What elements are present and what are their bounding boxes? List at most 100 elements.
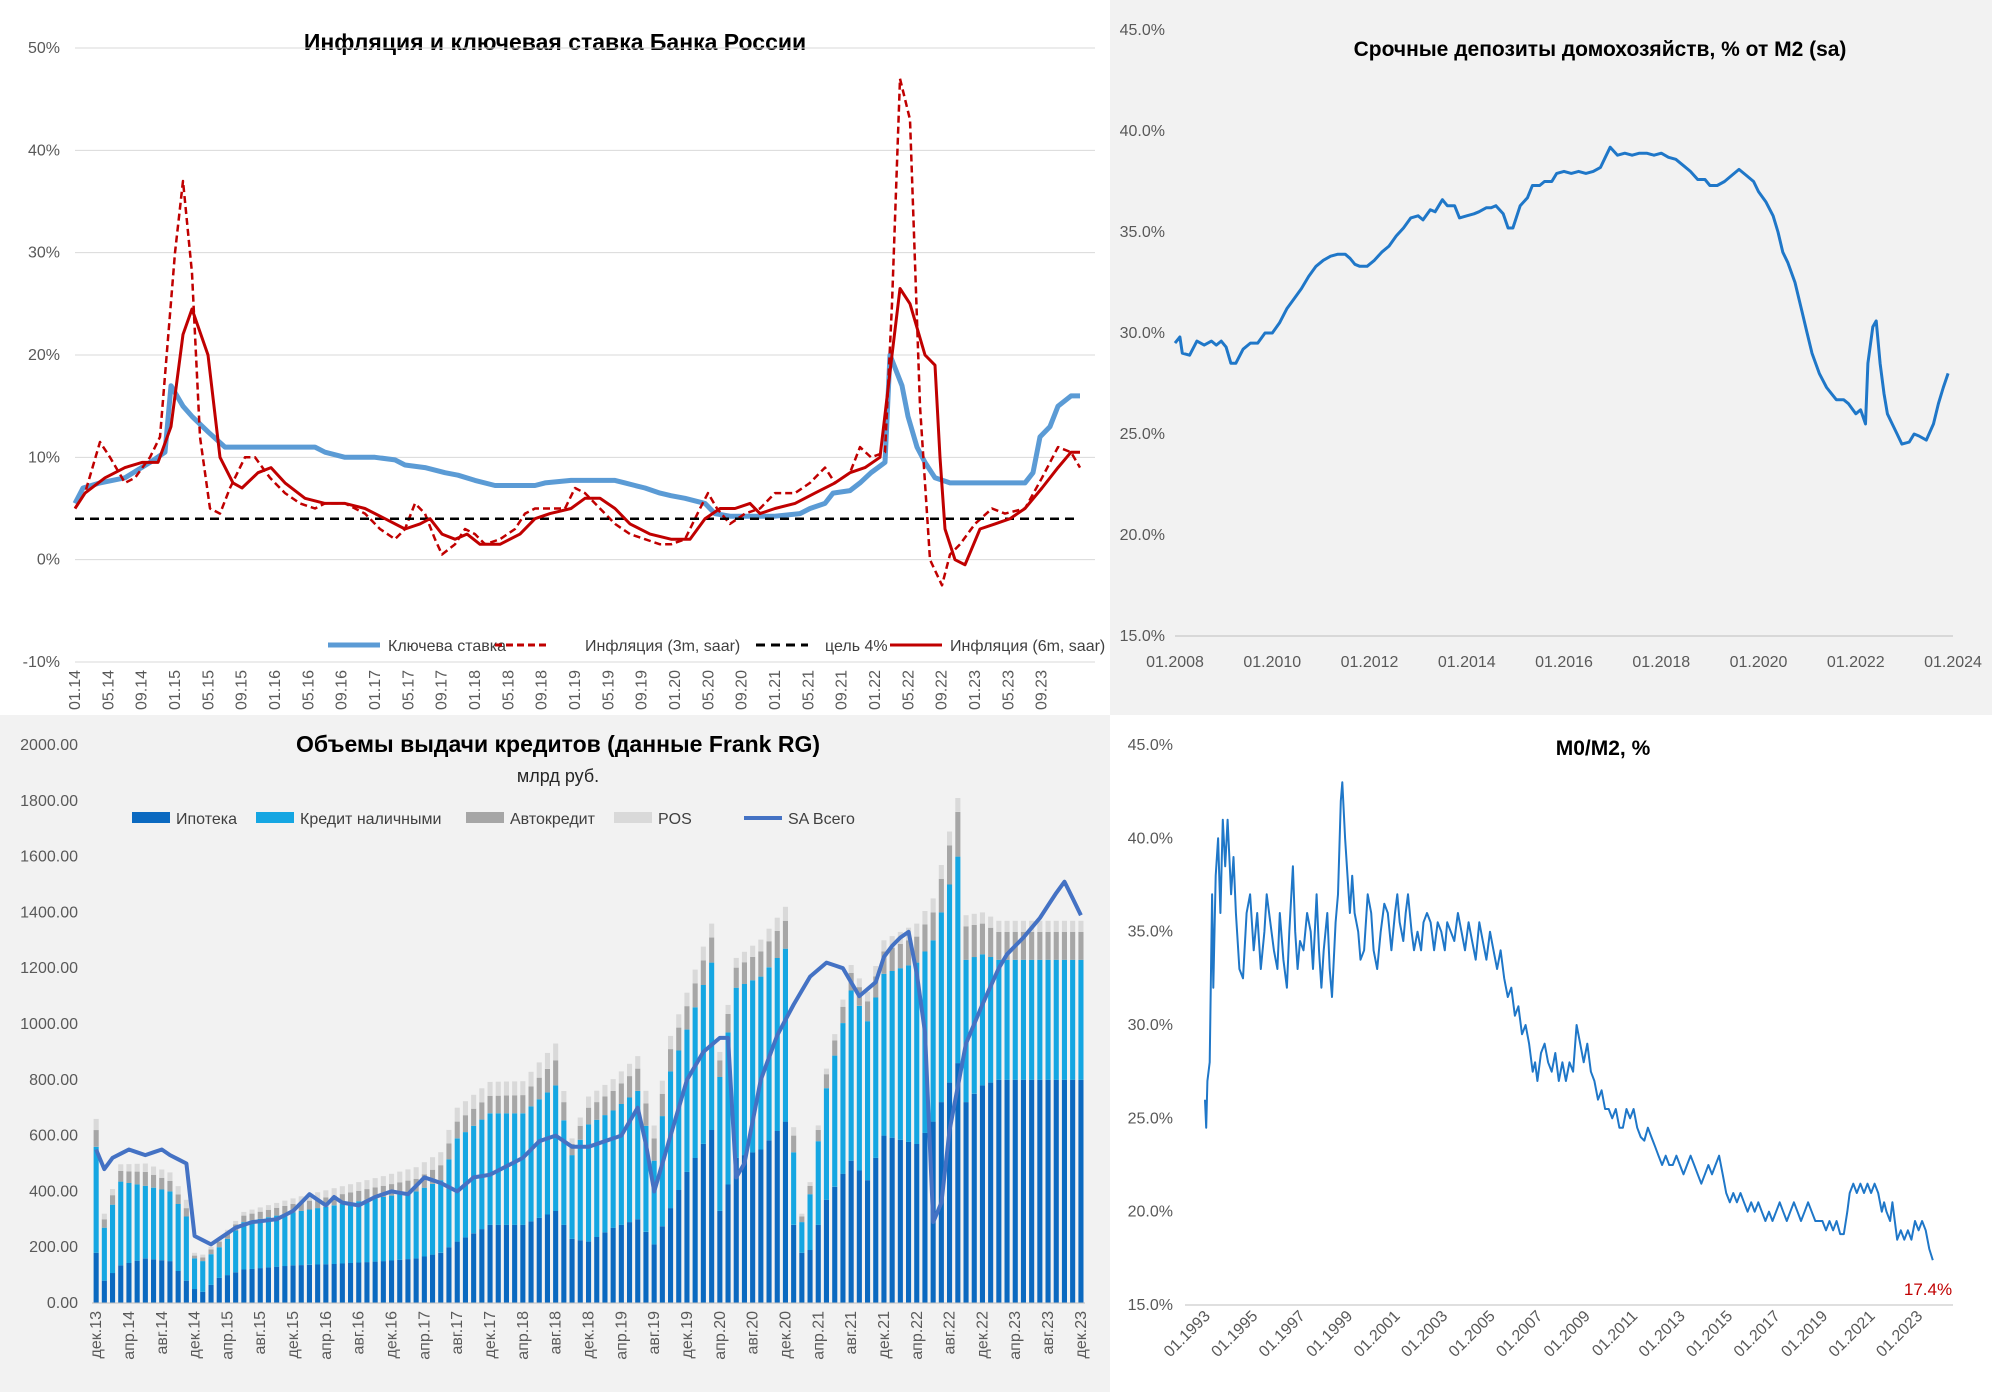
- mortgage-bar: [1045, 1079, 1051, 1303]
- x-tick-label: авг.21: [843, 1311, 860, 1355]
- legend-label: Кредит наличными: [300, 811, 441, 828]
- mortgage-bar: [495, 1224, 501, 1303]
- auto-loan-bar: [282, 1205, 288, 1214]
- cash-loan-bar: [906, 965, 912, 1142]
- mortgage-bar: [922, 1132, 928, 1303]
- y-tick-label: 800.00: [29, 1072, 78, 1089]
- mortgage-bar: [93, 1252, 99, 1303]
- pos-loan-bar: [791, 1127, 797, 1136]
- cash-loan-bar: [536, 1099, 542, 1218]
- cash-loan-bar: [750, 980, 756, 1153]
- auto-loan-bar: [241, 1215, 247, 1223]
- cash-loan-bar: [151, 1187, 157, 1260]
- pos-loan-bar: [1012, 920, 1018, 932]
- mortgage-bar: [996, 1079, 1002, 1303]
- y-tick-label: 15.0%: [1128, 1297, 1173, 1314]
- x-tick-label: 01.2018: [1632, 654, 1690, 671]
- cash-loan-bar: [224, 1238, 230, 1276]
- pos-loan-bar: [323, 1190, 329, 1198]
- pos-loan-bar: [996, 920, 1002, 932]
- cash-loan-bar: [315, 1208, 321, 1265]
- pos-loan-bar: [963, 915, 969, 927]
- pos-loan-bar: [700, 946, 706, 961]
- auto-loan-bar: [536, 1077, 542, 1100]
- pos-loan-bar: [454, 1107, 460, 1122]
- cash-loan-bar: [873, 997, 879, 1158]
- x-tick-label: 05.14: [100, 670, 117, 710]
- pos-loan-bar: [684, 992, 690, 1007]
- chart-title: Срочные депозиты домохозяйств, % от М2 (…: [1354, 38, 1847, 61]
- pos-loan-bar: [922, 911, 928, 925]
- auto-loan-bar: [192, 1255, 198, 1259]
- pos-loan-bar: [544, 1052, 550, 1069]
- pos-loan-bar: [676, 1014, 682, 1028]
- legend-label: Автокредит: [510, 811, 596, 828]
- x-tick-label: 05.18: [500, 670, 517, 710]
- cash-loan-bar: [1045, 959, 1051, 1080]
- mortgage-bar: [914, 1144, 920, 1303]
- pos-loan-bar: [101, 1213, 107, 1220]
- pos-loan-bar: [988, 916, 994, 928]
- pos-loan-bar: [282, 1200, 288, 1206]
- pos-loan-bar: [274, 1202, 280, 1208]
- auto-loan-bar: [298, 1202, 304, 1211]
- auto-loan-bar: [979, 923, 985, 955]
- mortgage-bar: [446, 1247, 452, 1303]
- pos-loan-bar: [955, 798, 961, 812]
- cash-loan-bar: [840, 1023, 846, 1174]
- cash-loan-bar: [216, 1247, 222, 1278]
- cash-loan-bar: [848, 990, 854, 1161]
- cash-loan-bar: [503, 1113, 509, 1225]
- x-tick-label: авг.20: [745, 1311, 762, 1355]
- auto-loan-bar: [955, 812, 961, 857]
- cash-loan-bar: [618, 1104, 624, 1225]
- auto-loan-bar: [1029, 931, 1035, 960]
- cash-loan-bar: [610, 1110, 616, 1228]
- pos-loan-bar: [495, 1081, 501, 1096]
- cash-loan-bar: [274, 1215, 280, 1267]
- mortgage-bar: [659, 1226, 665, 1303]
- mortgage-bar: [413, 1258, 419, 1303]
- mortgage-bar: [265, 1267, 271, 1303]
- mortgage-bar: [856, 1170, 862, 1303]
- auto-loan-bar: [265, 1209, 271, 1218]
- auto-loan-bar: [725, 1014, 731, 1033]
- x-tick-label: 01.21: [767, 670, 784, 710]
- mortgage-bar: [774, 1131, 780, 1303]
- mortgage-bar: [1070, 1079, 1076, 1303]
- mortgage-bar: [643, 1231, 649, 1303]
- pos-loan-bar: [848, 965, 854, 973]
- x-tick-label: апр.18: [515, 1311, 532, 1360]
- x-tick-label: 09.18: [534, 670, 551, 710]
- y-tick-label: 20.0%: [1120, 527, 1165, 544]
- cash-loan-bar: [1012, 959, 1018, 1080]
- auto-loan-bar: [479, 1102, 485, 1120]
- legend-swatch: [256, 812, 294, 823]
- series-line: [72, 352, 1080, 519]
- mortgage-bar: [479, 1229, 485, 1303]
- auto-loan-bar: [462, 1115, 468, 1133]
- cash-loan-bar: [520, 1113, 526, 1225]
- cash-loan-bar: [569, 1155, 575, 1239]
- mortgage-bar: [405, 1259, 411, 1303]
- mortgage-bar: [101, 1280, 107, 1303]
- x-tick-label: 09.17: [434, 670, 451, 710]
- y-tick-label: 10%: [28, 449, 60, 466]
- cash-loan-bar: [487, 1113, 493, 1225]
- pos-loan-bar: [668, 1035, 674, 1050]
- mortgage-bar: [651, 1244, 657, 1303]
- mortgage-bar: [709, 1130, 715, 1303]
- cash-loan-bar: [241, 1222, 247, 1270]
- pos-loan-bar: [421, 1162, 427, 1175]
- x-tick-label: дек.13: [88, 1311, 105, 1359]
- pos-loan-bar: [971, 913, 977, 925]
- auto-loan-bar: [577, 1125, 583, 1140]
- pos-loan-bar: [577, 1117, 583, 1126]
- pos-loan-bar: [183, 1199, 189, 1209]
- auto-loan-bar: [1004, 931, 1010, 960]
- auto-loan-bar: [815, 1130, 821, 1142]
- cash-loan-bar: [110, 1204, 116, 1274]
- pos-loan-bar: [1053, 920, 1059, 932]
- pos-loan-bar: [865, 991, 871, 1002]
- auto-loan-bar: [520, 1095, 526, 1114]
